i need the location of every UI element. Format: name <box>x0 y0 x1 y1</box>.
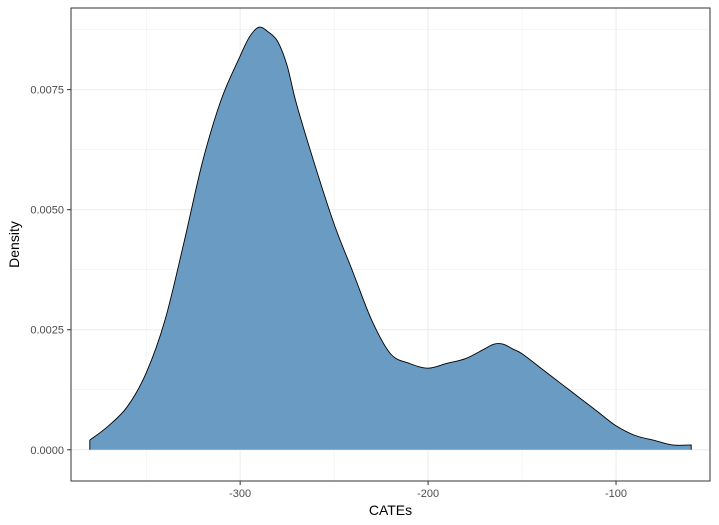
y-tick-label: 0.0075 <box>30 85 64 97</box>
density-marks <box>89 26 692 450</box>
y-axis-title: Density <box>6 221 22 268</box>
axis-ticks: -300 -200 -100 0.0000 0.0025 0.0050 0.0075 <box>30 85 627 500</box>
y-tick-label: 0.0000 <box>30 445 64 457</box>
density-area <box>89 27 692 450</box>
x-tick-label: -300 <box>229 488 251 500</box>
panel-border <box>70 7 711 482</box>
y-tick-label: 0.0025 <box>30 325 64 337</box>
y-tick-label: 0.0050 <box>30 205 64 217</box>
x-tick-label: -100 <box>605 488 627 500</box>
x-tick-label: -200 <box>417 488 439 500</box>
density-outline <box>89 26 692 450</box>
x-axis-title: CATEs <box>369 502 412 518</box>
